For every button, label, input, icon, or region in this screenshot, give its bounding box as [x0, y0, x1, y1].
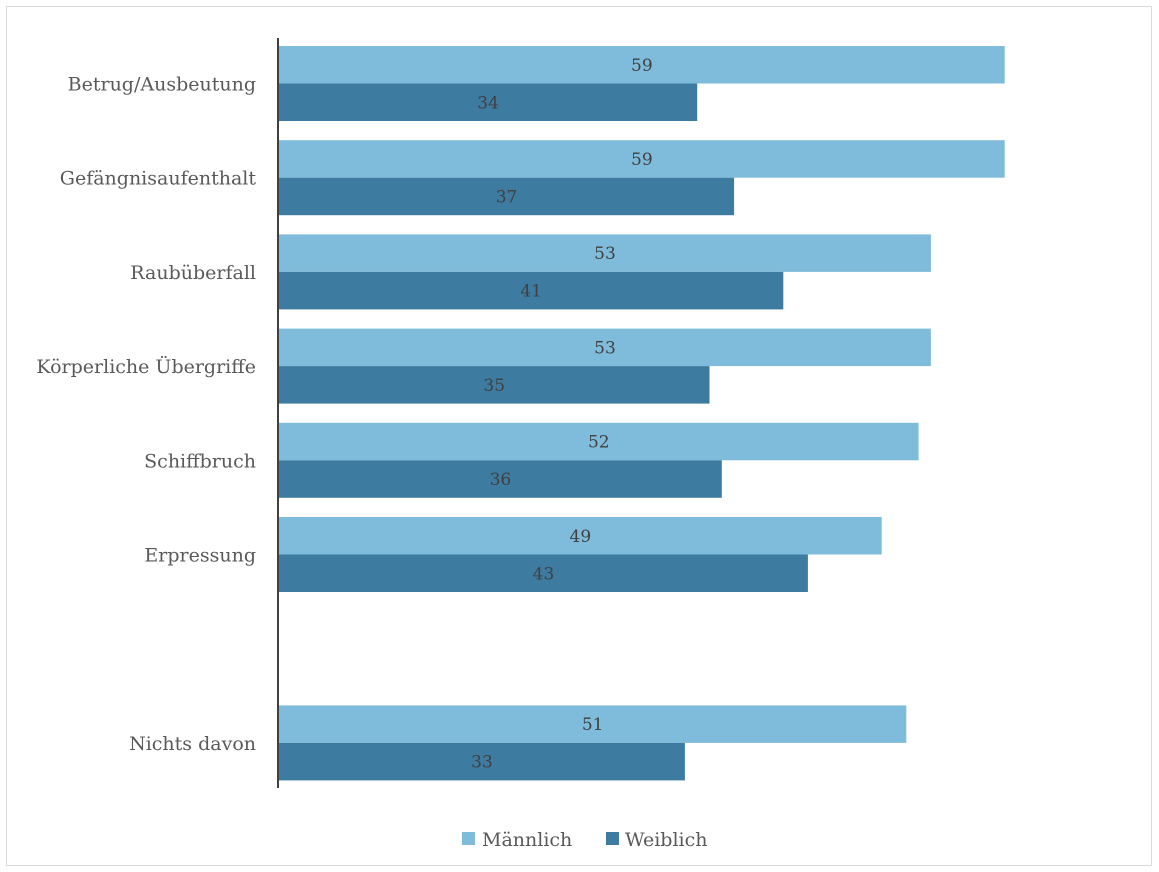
- legend-label-maennlich: Männlich: [482, 829, 572, 851]
- bar-maennlich: [279, 705, 907, 743]
- data-label: 52: [588, 433, 610, 453]
- data-label: 33: [471, 753, 493, 773]
- bar-weiblich: [279, 742, 685, 781]
- legend-swatch-maennlich: [462, 832, 475, 845]
- bars-group: [279, 46, 1005, 781]
- data-label: 59: [631, 150, 653, 170]
- data-label: 59: [631, 56, 653, 76]
- category-label: Schiffbruch: [144, 450, 256, 472]
- bar-weiblich: [279, 460, 722, 498]
- data-label: 53: [594, 244, 616, 264]
- data-label: 43: [533, 564, 555, 584]
- bar-maennlich: [279, 328, 931, 367]
- data-label: 49: [570, 527, 592, 547]
- bar-maennlich: [279, 517, 882, 555]
- category-label: Gefängnisaufenthalt: [60, 168, 257, 190]
- bar-maennlich: [279, 46, 1005, 84]
- category-label: Körperliche Übergriffe: [36, 355, 256, 378]
- data-label: 51: [582, 715, 604, 735]
- data-label: 53: [594, 338, 616, 358]
- category-label: Betrug/Ausbeutung: [68, 74, 256, 96]
- category-label: Nichts davon: [129, 733, 256, 755]
- bar-weiblich: [279, 83, 698, 121]
- bar-maennlich: [279, 422, 919, 461]
- category-label: Erpressung: [144, 545, 256, 567]
- legend-swatch-weiblich: [606, 832, 619, 845]
- data-label: 34: [477, 93, 499, 113]
- legend-label-weiblich: Weiblich: [625, 829, 708, 851]
- bar-maennlich: [279, 140, 1005, 178]
- data-label: 36: [490, 470, 512, 490]
- bar-weiblich: [279, 366, 710, 404]
- data-label: 41: [520, 282, 542, 302]
- data-label: 37: [496, 187, 518, 207]
- labels-group: Betrug/Ausbeutung 59 34 Gefängnisaufenthalt…: [36, 56, 652, 773]
- legend: Männlich Weiblich: [462, 829, 708, 851]
- bar-maennlich: [279, 234, 931, 272]
- bar-weiblich: [279, 271, 784, 310]
- bar-weiblich: [279, 554, 808, 592]
- category-label: Raubüberfall: [130, 262, 256, 284]
- bar-weiblich: [279, 177, 735, 216]
- data-label: 35: [483, 376, 505, 396]
